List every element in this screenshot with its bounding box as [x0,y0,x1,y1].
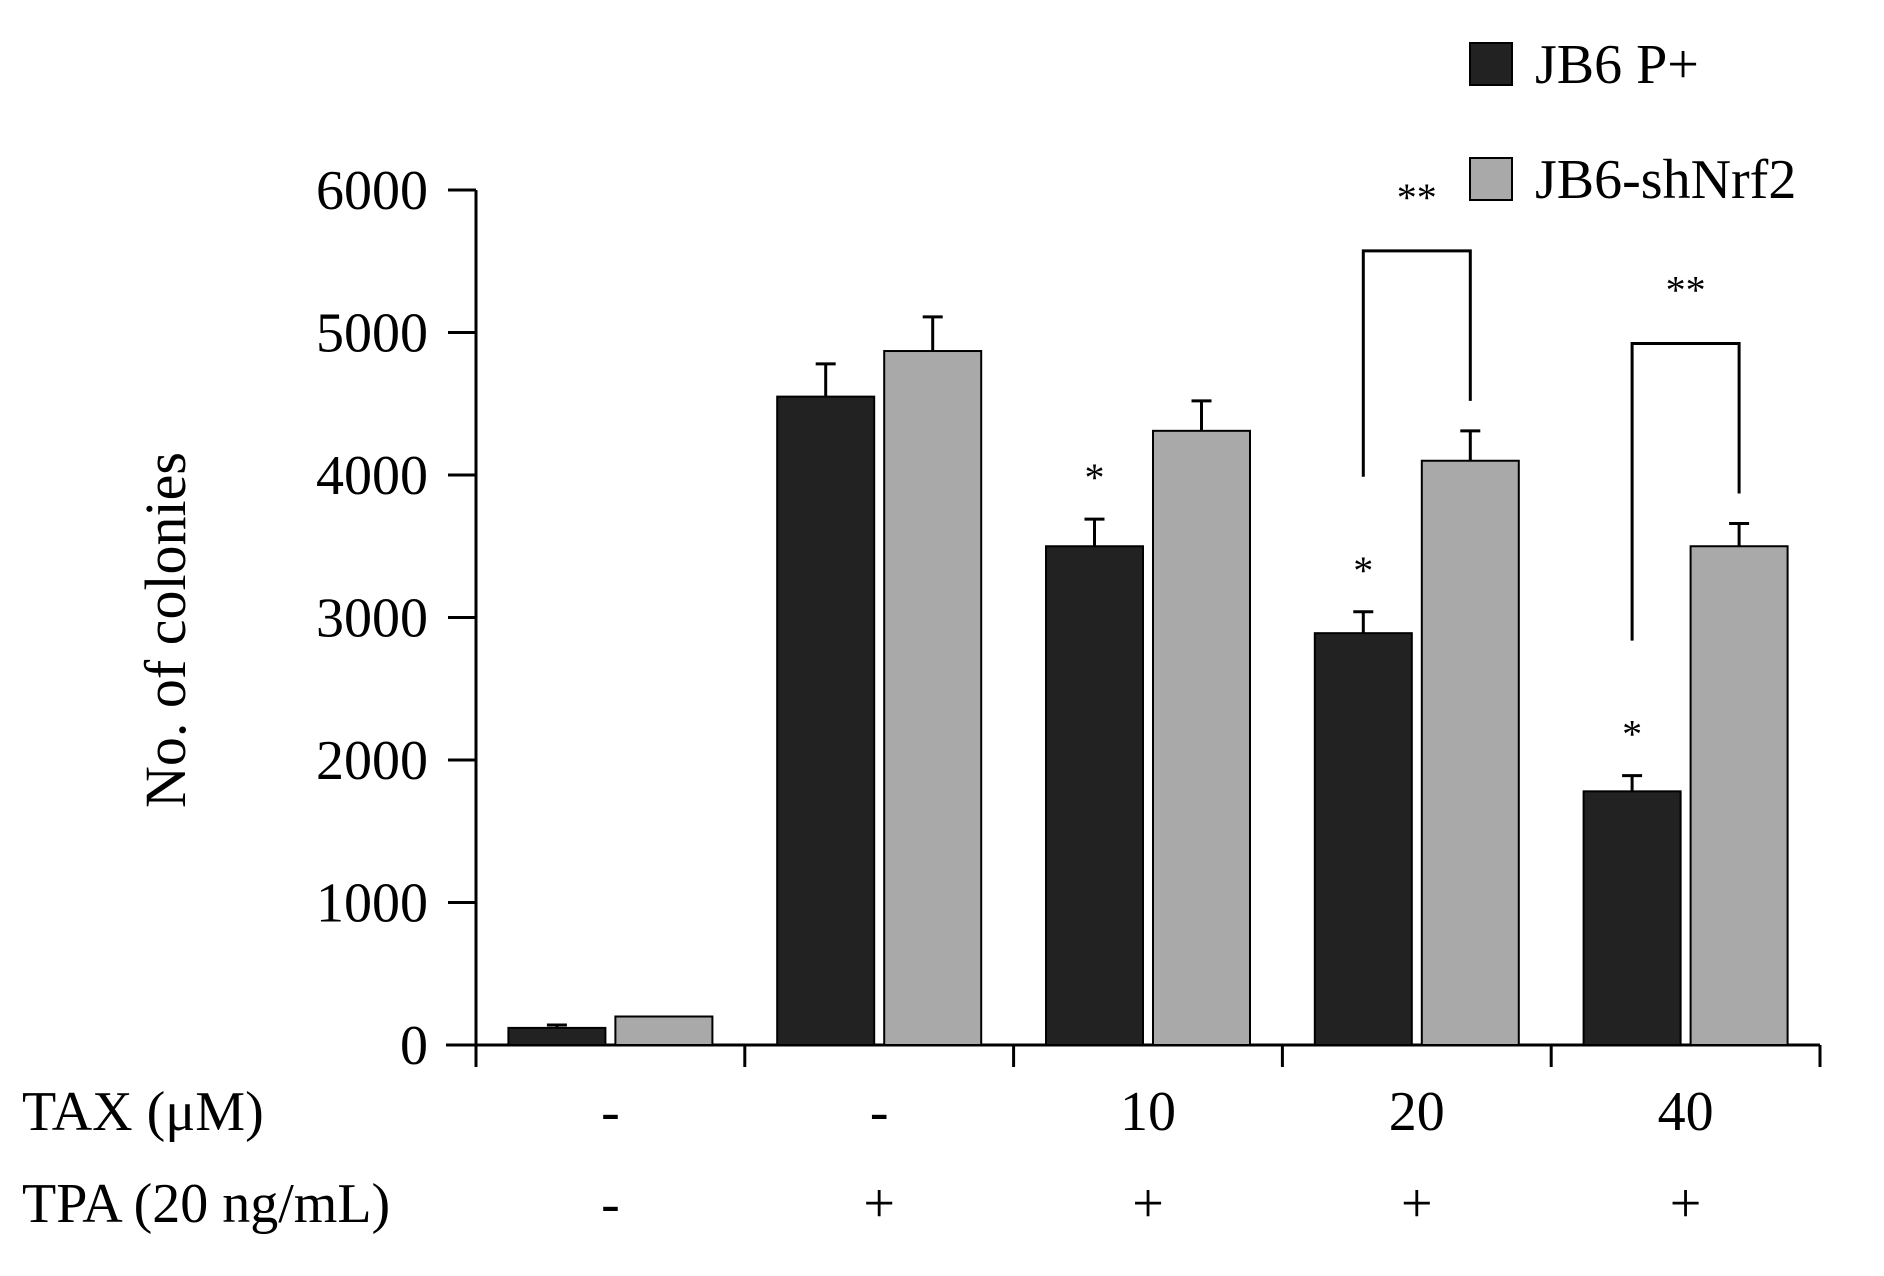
legend: JB6 P+ JB6-shNrf2 [1469,34,1796,211]
y-tick-label: 2000 [316,730,428,792]
condition-value: 20 [1389,1081,1445,1143]
comparison-label: ** [1397,175,1437,220]
error-bars [546,315,1750,1028]
comparison-bracket [1630,341,1741,641]
significance-star: * [1085,455,1105,500]
significance-annotations: ******* [1085,175,1741,757]
condition-value: - [870,1081,889,1143]
condition-value: + [863,1173,895,1235]
y-axis-label: No. of colonies [133,452,198,808]
bar [1313,632,1413,1046]
bar [1045,545,1144,1046]
significance-star: * [1622,712,1642,757]
condition-row-label: TPA (20 ng/mL) [22,1173,390,1235]
comparison-label: ** [1666,267,1706,312]
condition-value: - [601,1081,620,1143]
y-tick-label: 0 [400,1015,428,1077]
y-tick-label: 1000 [316,873,428,935]
comparison-bracket [1361,249,1472,477]
bar [883,350,983,1046]
condition-value: 10 [1120,1081,1176,1143]
condition-value: + [1670,1173,1702,1235]
condition-table: TAX (μM) - - 10 20 40 TPA (20 ng/mL) - + + + + [22,1081,1714,1235]
bar [1582,790,1682,1046]
significance-star: * [1353,548,1373,593]
condition-value: + [1132,1173,1164,1235]
y-tick-label: 5000 [316,303,428,365]
condition-row-label: TAX (μM) [22,1081,264,1143]
bar [1689,545,1789,1046]
axes: 0 1000 2000 3000 4000 5000 6000 No. of colonies [133,160,1822,1077]
condition-value: + [1401,1173,1433,1235]
bar [507,1026,607,1047]
legend-swatch [1469,157,1513,201]
bar [1152,429,1251,1046]
legend-label: JB6-shNrf2 [1535,149,1796,211]
y-tick-label: 3000 [316,588,428,650]
bar [614,1015,714,1046]
bar [776,395,876,1046]
y-tick-label: 4000 [316,445,428,507]
y-tick-label: 6000 [316,160,428,222]
condition-value: - [601,1173,620,1235]
bar [1420,459,1520,1046]
bars [507,350,1789,1047]
condition-value: 40 [1658,1081,1714,1143]
legend-swatch [1469,42,1513,86]
legend-label: JB6 P+ [1535,34,1699,96]
